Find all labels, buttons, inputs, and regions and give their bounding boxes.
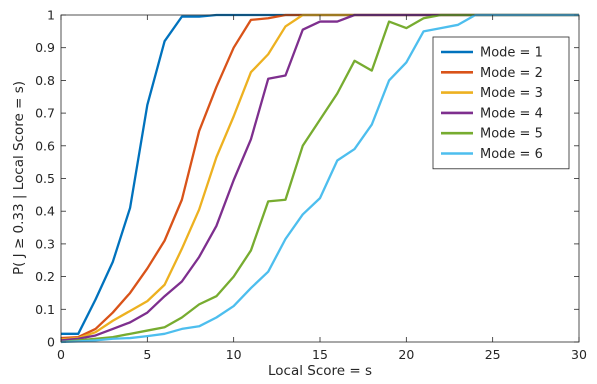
x-tick-label: 30	[571, 347, 587, 362]
x-tick-label: 25	[485, 347, 501, 362]
legend-label-mode-4: Mode = 4	[480, 106, 543, 121]
x-tick-label: 5	[143, 347, 151, 362]
y-tick-label: 0.8	[35, 73, 55, 88]
x-tick-label: 10	[226, 347, 242, 362]
y-tick-label: 1	[47, 8, 55, 23]
x-axis-label: Local Score = s	[268, 363, 372, 379]
y-tick-label: 0	[47, 335, 55, 350]
y-tick-label: 0.2	[35, 269, 55, 284]
y-tick-label: 0.7	[35, 106, 55, 121]
legend-label-mode-3: Mode = 3	[480, 86, 543, 101]
legend-label-mode-2: Mode = 2	[480, 66, 543, 81]
legend: Mode = 1 Mode = 2 Mode = 3 Mode = 4 Mode = 5…	[432, 36, 570, 170]
x-tick-label: 20	[398, 347, 414, 362]
y-tick-label: 0.5	[35, 171, 55, 186]
y-tick-label: 0.4	[35, 204, 55, 219]
legend-box	[432, 36, 570, 170]
x-tick-label: 0	[57, 347, 65, 362]
legend-label-mode-6: Mode = 6	[480, 147, 543, 162]
y-tick-label: 0.6	[35, 138, 55, 153]
ticks-layer: 0 5 10 15 20 25 30 0 0.1 0.2 0.3 0.4 0.5 0.6 0.7 0.8 0.9…	[35, 8, 587, 363]
y-tick-label: 0.3	[35, 236, 55, 251]
y-axis-label: P( J ≥ 0.33 | Local Score = s)	[11, 81, 27, 275]
y-tick-label: 0.9	[35, 40, 55, 55]
legend-label-mode-5: Mode = 5	[480, 127, 543, 142]
legend-label-mode-1: Mode = 1	[480, 46, 543, 61]
x-tick-label: 15	[312, 347, 328, 362]
y-tick-label: 0.1	[35, 302, 55, 317]
